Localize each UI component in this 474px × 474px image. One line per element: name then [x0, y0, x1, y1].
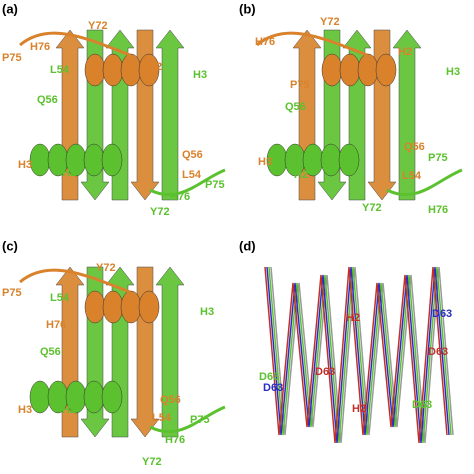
residue-label: Q56 — [285, 101, 306, 113]
helix-turn — [83, 380, 105, 414]
residue-label: H76 — [428, 204, 448, 216]
beta-strand — [392, 29, 422, 201]
residue-label: H3 — [18, 159, 32, 171]
residue-label: P75 — [428, 152, 448, 164]
residue-label: Y72 — [96, 262, 116, 274]
helix-turn — [138, 290, 160, 324]
helix-turn — [339, 53, 361, 87]
backbone-trace — [266, 266, 450, 444]
loop — [19, 268, 131, 294]
helix-turn — [320, 143, 342, 177]
panel-label: (c) — [2, 238, 18, 253]
residue-label: P75 — [190, 414, 210, 426]
helix-turn — [357, 53, 379, 87]
residue-label: H76 — [30, 41, 50, 53]
residue-label: L54 — [50, 64, 70, 76]
residue-label: H2 — [346, 312, 360, 324]
loop — [149, 405, 226, 434]
residue-label: D63 — [315, 366, 335, 378]
panel-label: (d) — [239, 238, 256, 253]
residue-label: Y72 — [142, 456, 162, 468]
residue-label: L54 — [182, 169, 202, 181]
residue-label: H3 — [258, 156, 272, 168]
residue-label: L54 — [402, 170, 422, 182]
loop — [386, 168, 463, 197]
helix-turn — [120, 53, 142, 87]
residue-label: P75 — [205, 179, 225, 191]
residue-label: H3 — [18, 404, 32, 416]
helix-turn — [138, 53, 160, 87]
residue-label: Q56 — [40, 346, 61, 358]
residue-label: H76 — [46, 319, 66, 331]
helix-turn — [321, 53, 343, 87]
residue-label: P75 — [2, 287, 22, 299]
residue-label: Y72 — [150, 206, 170, 218]
helix-turn — [101, 143, 123, 177]
helix-turn — [84, 53, 106, 87]
panel-label: (b) — [239, 1, 256, 16]
residue-label: H2 — [398, 46, 412, 58]
residue-label: Y72 — [88, 20, 108, 32]
helix-turn — [101, 380, 123, 414]
residue-label: H76 — [255, 36, 275, 48]
loop — [19, 31, 131, 57]
helix-turn — [338, 143, 360, 177]
residue-label: H2 — [62, 167, 76, 179]
loop — [149, 168, 226, 197]
residue-label: Y72 — [320, 16, 340, 28]
residue-label: L54 — [152, 412, 172, 424]
residue-label: Q56 — [404, 141, 425, 153]
residue-label: D63 — [259, 371, 279, 383]
residue-label: D63 — [432, 308, 452, 320]
residue-label: H2 — [62, 404, 76, 416]
helix-turn — [84, 290, 106, 324]
helix-turn — [29, 380, 51, 414]
residue-label: H3 — [446, 66, 460, 78]
residue-label: H2 — [294, 169, 308, 181]
helix-turn — [375, 53, 397, 87]
residue-label: H3 — [193, 69, 207, 81]
residue-label: H76 — [170, 191, 190, 203]
residue-label: D63 — [428, 346, 448, 358]
helix-turn — [120, 290, 142, 324]
beta-strand — [155, 29, 185, 201]
residue-label: H2 — [352, 403, 366, 415]
residue-label: Q56 — [160, 394, 181, 406]
residue-label: D63 — [263, 382, 283, 394]
helix-turn — [29, 143, 51, 177]
backbone-trace — [264, 266, 448, 444]
residue-label: H3 — [200, 306, 214, 318]
residue-label: H2 — [148, 61, 162, 73]
residue-label: P75 — [2, 52, 22, 64]
helix-turn — [102, 290, 124, 324]
helix-turn — [102, 53, 124, 87]
beta-strand — [155, 266, 185, 438]
residue-label: L54 — [50, 292, 70, 304]
residue-label: Y72 — [362, 202, 382, 214]
residue-label: P75 — [290, 79, 310, 91]
helix-turn — [83, 143, 105, 177]
residue-label: Q56 — [182, 149, 203, 161]
panel-label: (a) — [2, 1, 18, 16]
residue-label: D63 — [412, 399, 432, 411]
residue-label: Q56 — [37, 94, 58, 106]
residue-label: H76 — [165, 434, 185, 446]
loop — [256, 31, 368, 57]
